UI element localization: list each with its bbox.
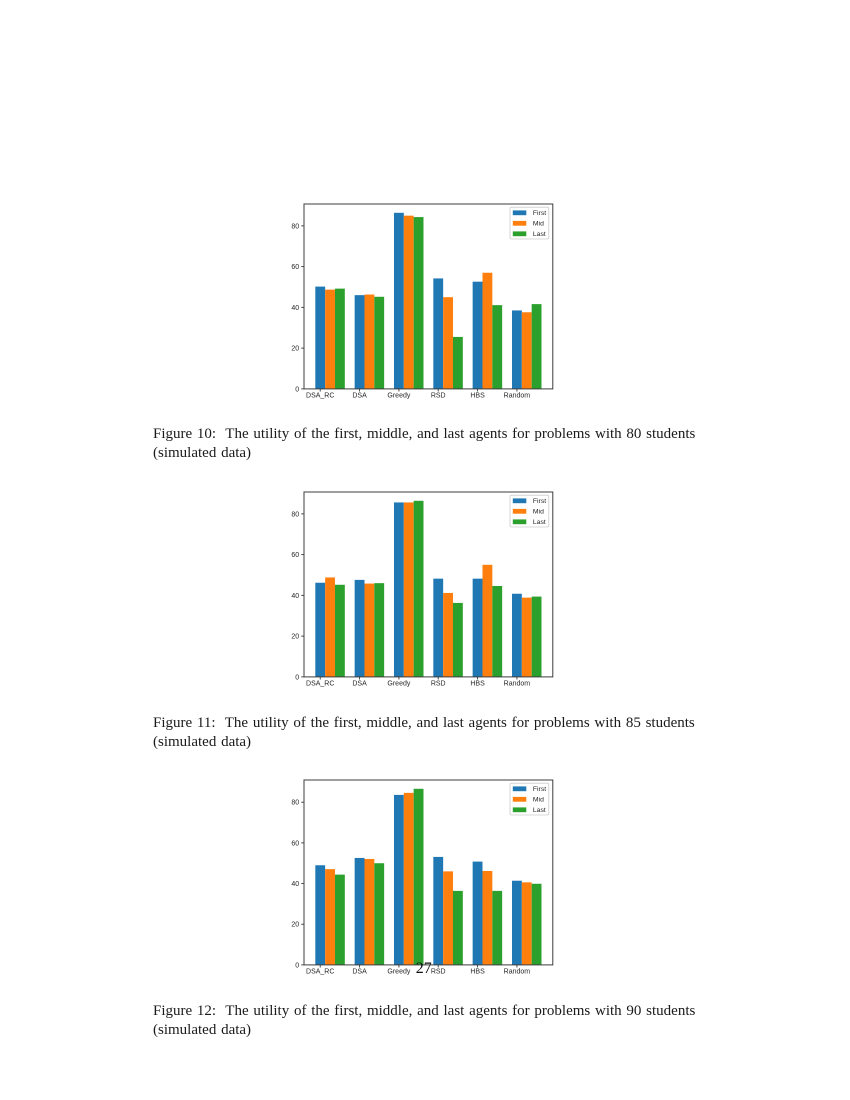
svg-text:Last: Last [532,519,545,526]
svg-text:Random: Random [503,681,530,688]
svg-text:Last: Last [532,231,545,238]
svg-text:Random: Random [503,969,530,976]
svg-text:60: 60 [291,264,299,271]
svg-text:HBS: HBS [470,392,485,399]
svg-text:80: 80 [291,800,299,807]
svg-text:HBS: HBS [470,969,485,976]
svg-text:20: 20 [291,922,299,929]
svg-text:Mid: Mid [532,797,543,804]
svg-text:First: First [532,787,545,794]
svg-text:DSA_RC: DSA_RC [306,392,334,399]
svg-text:80: 80 [291,511,299,518]
svg-text:60: 60 [291,552,299,559]
svg-text:Mid: Mid [532,509,543,516]
svg-text:DSA_RC: DSA_RC [306,681,334,688]
svg-text:First: First [532,498,545,505]
svg-text:40: 40 [291,881,299,888]
svg-text:Mid: Mid [532,220,543,227]
svg-text:DSA: DSA [352,392,367,399]
svg-text:0: 0 [295,386,299,393]
svg-text:Last: Last [532,808,545,815]
svg-text:0: 0 [295,963,299,970]
svg-text:20: 20 [291,634,299,641]
svg-text:Greedy: Greedy [387,392,410,399]
svg-text:40: 40 [291,593,299,600]
svg-text:DSA: DSA [352,969,367,976]
svg-text:RSD: RSD [430,681,445,688]
svg-text:First: First [532,210,545,217]
svg-text:0: 0 [295,674,299,681]
svg-text:80: 80 [291,223,299,230]
svg-text:DSA_RC: DSA_RC [306,969,334,976]
svg-text:DSA: DSA [352,681,367,688]
svg-text:Greedy: Greedy [387,969,410,976]
svg-text:40: 40 [291,304,299,311]
svg-text:RSD: RSD [430,392,445,399]
svg-text:RSD: RSD [430,969,445,976]
svg-text:20: 20 [291,345,299,352]
svg-text:Greedy: Greedy [387,681,410,688]
svg-text:HBS: HBS [470,681,485,688]
svg-text:60: 60 [291,841,299,848]
svg-text:Random: Random [503,392,530,399]
